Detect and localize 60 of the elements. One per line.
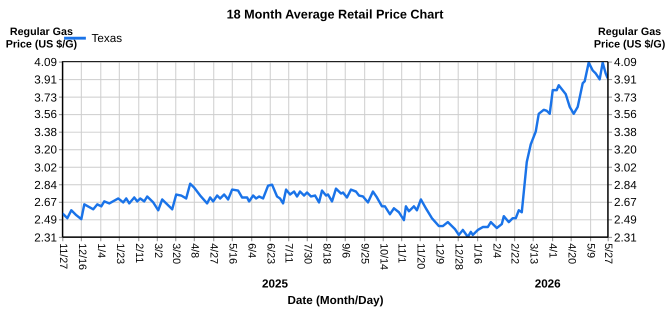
y-tick-label: 2.31 [34,231,57,244]
x-tick-label: 11/1 [395,243,408,264]
x-tick-label: 4/1 [546,243,558,258]
x-tick-label: 5/16 [226,243,239,264]
y-axis-title: Regular Gas Price (US $/G) [6,26,78,50]
y2-axis-title: Regular Gas Price (US $/G) [594,26,666,50]
x-tick-label: 12/9 [433,243,446,264]
y-tick-label: 2.67 [34,196,57,209]
y2-tick-label: 3.02 [614,161,637,174]
x-tick-label: 6/23 [264,243,277,264]
x-tick-label: 9/6 [340,243,352,258]
x-tick-label: 7/11 [282,243,295,264]
y-tick-label: 3.73 [34,91,57,104]
x-tick-label: 4/8 [188,243,201,258]
x-tick-label: 3/2 [152,243,164,258]
y-tick-label: 3.38 [34,126,57,139]
y-tick-label: 3.02 [34,161,57,174]
chart-title: 18 Month Average Retail Price Chart [226,8,444,22]
x-tick-label: 1/16 [471,243,484,264]
x-tick-label: 8/18 [320,243,333,264]
y2-tick-label: 3.73 [614,91,637,104]
legend-label: Texas [92,32,122,46]
y-tick-label: 2.84 [34,179,58,192]
y-tick-label: 3.20 [34,144,58,157]
y2-tick-label: 2.49 [614,214,637,227]
y2-tick-label: 2.67 [614,196,637,209]
y2-tick-label: 3.20 [614,144,638,157]
x-tick-label: 11/20 [414,243,426,270]
y2-tick-label: 3.91 [614,74,637,87]
x-tick-label: 12/16 [76,243,88,270]
x-axis-title: Date (Month/Day) [288,294,384,308]
y2-tick-label: 4.09 [614,56,637,69]
x-tick-label: 3/13 [527,243,540,264]
x-tick-label: 4/27 [208,243,220,264]
x-tick-label: 7/30 [302,243,314,264]
y-tick-label: 3.91 [34,74,57,87]
text: 2025 [262,278,288,291]
y2-tick-label: 2.31 [614,231,637,244]
y-tick-label: 3.56 [34,108,57,122]
x-tick-label: 4/20 [565,243,578,264]
y2-tick-label: 3.56 [614,108,637,122]
x-tick-label: 2/4 [490,243,502,258]
x-tick-label: 5/9 [584,243,596,258]
x-tick-label: 2/22 [508,243,520,264]
x-tick-label: 2/11 [132,243,145,264]
y-tick-label: 2.49 [34,214,57,227]
x-tick-label: 11/27 [56,243,69,270]
x-tick-label: 1/4 [94,243,107,258]
line-series [62,62,608,237]
y2-tick-label: 2.84 [614,179,638,192]
x-tick-label: 3/20 [170,243,182,264]
x-tick-label: 10/14 [378,243,390,270]
x-tick-label: 1/23 [114,243,126,264]
x-tick-label: 5/27 [602,243,614,264]
x-tick-label: 6/4 [246,243,258,258]
y-tick-label: 4.09 [34,56,57,69]
y2-tick-label: 3.38 [614,126,637,139]
text: 2026 [534,278,562,291]
x-tick-label: 12/28 [452,243,464,270]
x-tick-label: 9/25 [358,243,371,264]
